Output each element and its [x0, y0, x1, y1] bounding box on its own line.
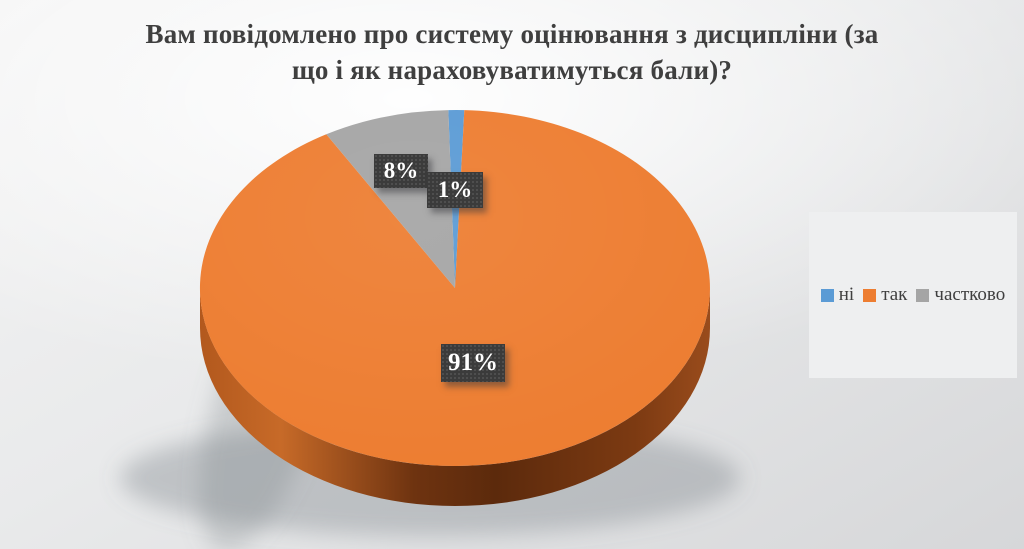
data-label-chastkovo: 8% [374, 154, 428, 188]
data-label-tak: 91% [441, 344, 505, 382]
legend-item-tak: так [863, 284, 907, 306]
legend-label-ni: ні [838, 284, 855, 305]
legend: ні так частково [809, 212, 1017, 378]
legend-swatch-tak [863, 288, 877, 302]
chart-title-line2: що і як нараховуватимуться бали)? [291, 55, 733, 85]
legend-item-chastkovo: частково [916, 284, 1005, 306]
chart-title: Вам повідомлено про систему оцінювання з… [0, 16, 1024, 88]
legend-swatch-ni [820, 288, 834, 302]
legend-item-ni: ні [820, 284, 855, 306]
legend-swatch-chastkovo [916, 288, 930, 302]
legend-label-chastkovo: частково [934, 284, 1006, 305]
legend-row: ні так частково [820, 284, 1005, 306]
data-label-ni: 1% [427, 172, 483, 208]
pie-side-wall [200, 288, 710, 506]
chart-title-line1: Вам повідомлено про систему оцінювання з… [145, 19, 879, 49]
legend-label-tak: так [881, 284, 908, 305]
pie-top-sheen [200, 110, 710, 466]
